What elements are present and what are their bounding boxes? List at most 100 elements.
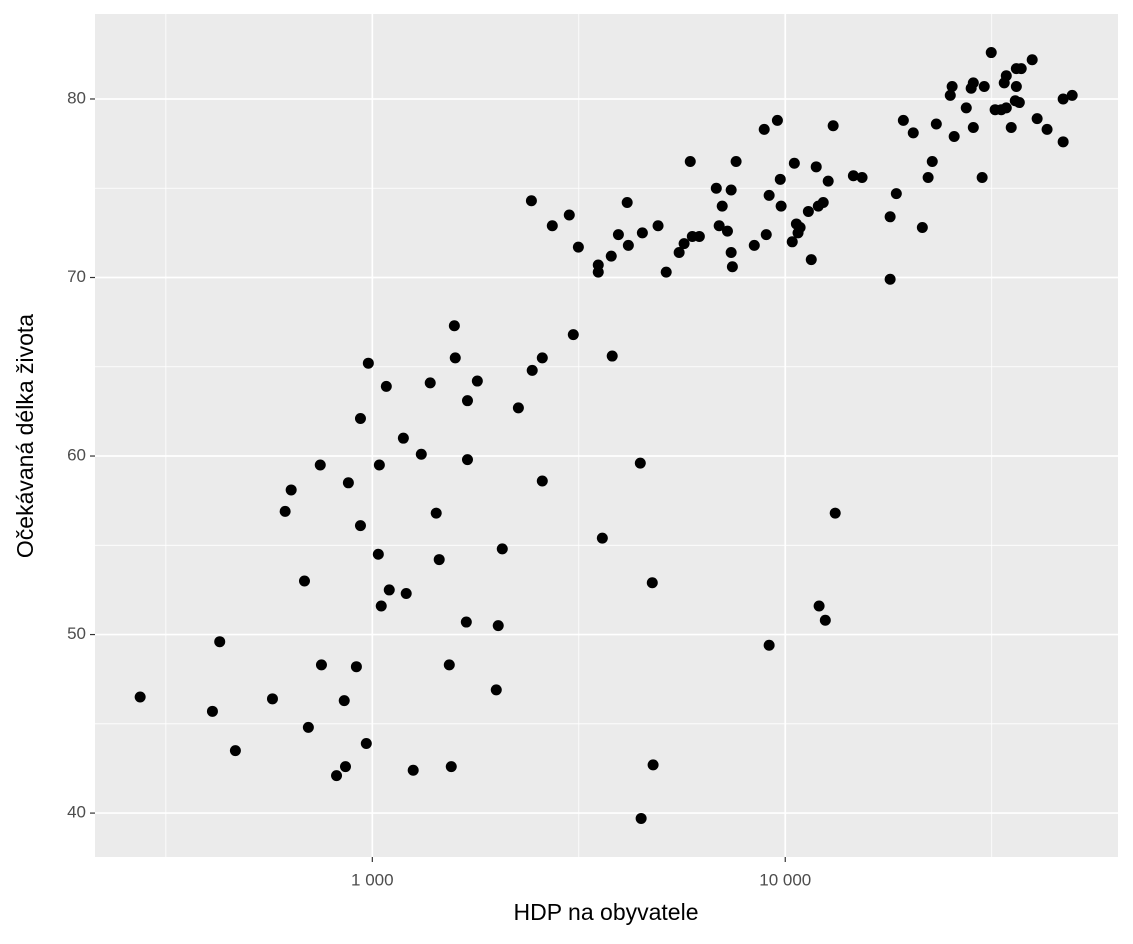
y-tick-label: 50 [67,624,86,643]
point [1000,102,1012,114]
point [214,636,226,648]
point [375,600,387,612]
point [922,172,934,184]
point [725,184,737,196]
point [884,211,896,223]
panel [95,14,1118,857]
point [621,197,633,209]
point [354,520,366,532]
point [354,413,366,425]
point [822,175,834,187]
point [1066,89,1078,101]
point [622,239,634,251]
point [660,266,672,278]
point [890,188,902,200]
point [946,80,958,92]
point [372,548,384,560]
point [684,155,696,167]
point [279,505,291,517]
point [788,157,800,169]
point [496,543,508,555]
point [960,102,972,114]
point [266,693,278,705]
point [315,659,327,671]
point [1005,122,1017,134]
point [373,459,385,471]
point [424,377,436,389]
point [298,575,310,587]
point [636,227,648,239]
x-axis-title: HDP na obyvatele [514,899,699,925]
point [512,402,524,414]
point [397,432,409,444]
point [827,120,839,132]
point [605,250,617,262]
point [884,273,896,285]
point [930,118,942,130]
point [314,459,326,471]
y-tick-label: 70 [67,267,86,286]
point [362,357,374,369]
x-tick-label: 1 000 [351,870,394,889]
y-tick-label: 60 [67,446,86,465]
point [430,507,442,519]
x-tick-label: 10 000 [759,870,811,889]
point [1041,123,1053,135]
point [944,89,956,101]
point [302,721,314,733]
point [400,587,412,599]
point [805,254,817,266]
point [612,229,624,241]
point [490,684,502,696]
point [758,123,770,135]
point [572,241,584,253]
point [461,454,473,466]
point [786,236,798,248]
point [134,691,146,703]
point [592,266,604,278]
point [449,352,461,364]
point [339,761,351,773]
point [802,205,814,217]
point [383,584,395,596]
point [693,230,705,242]
point [730,155,742,167]
point [763,639,775,651]
point [673,247,685,259]
point [448,320,460,332]
point [948,130,960,142]
point [460,616,472,628]
point [760,229,772,241]
point [967,122,979,134]
point [360,737,372,749]
point [978,80,990,92]
point [380,380,392,392]
point [229,745,241,757]
y-tick-label: 40 [67,803,86,822]
point [206,705,218,717]
point [771,114,783,126]
point [471,375,483,387]
point [443,659,455,671]
point [567,329,579,341]
point [794,222,806,234]
point [647,759,659,771]
point [763,189,775,201]
point [775,200,787,212]
point [817,197,829,209]
point [526,364,538,376]
point [810,161,822,173]
point [856,172,868,184]
point [907,127,919,139]
point [350,661,362,673]
point [721,225,733,237]
point [710,182,722,194]
point [813,600,825,612]
point [634,457,646,469]
point [606,350,618,362]
point [926,155,938,167]
point [1026,54,1038,66]
point [985,47,997,59]
point [1057,93,1069,105]
